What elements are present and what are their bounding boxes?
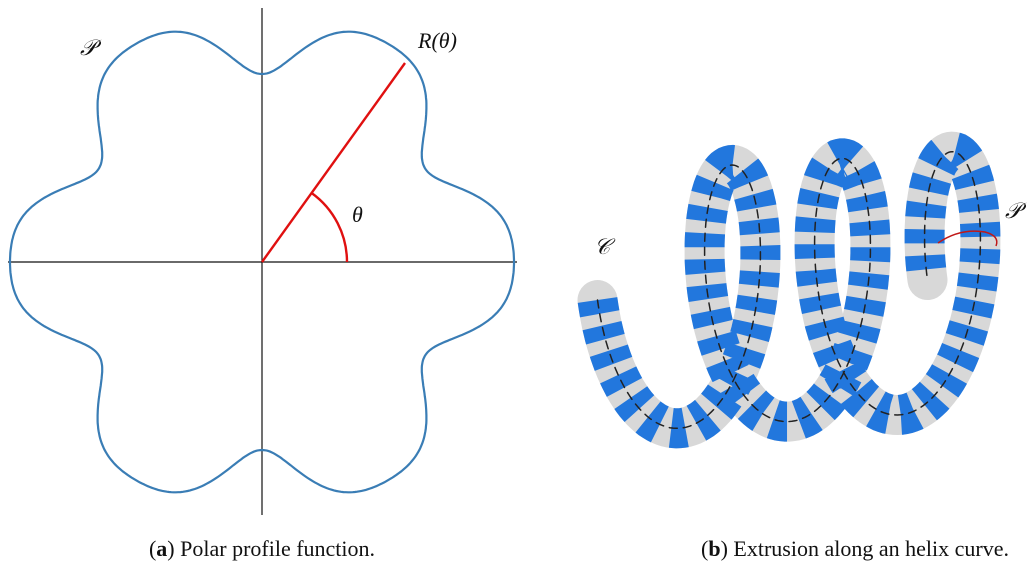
figure: 𝒫 R(θ) θ (a) Polar profile function. 𝒞 𝒫…: [0, 0, 1028, 570]
curve-label: 𝒞: [594, 234, 616, 259]
page: 𝒫 R(θ) θ (a) Polar profile function. 𝒞 𝒫…: [0, 0, 1028, 570]
radius-label: R(θ): [417, 28, 457, 53]
caption-letter: b: [708, 536, 720, 561]
caption-text: Polar profile function.: [180, 536, 375, 561]
helix-tube: [598, 152, 981, 429]
profile-label-b: 𝒫: [1005, 198, 1027, 223]
caption-letter: a: [156, 536, 167, 561]
angle-label: θ: [352, 202, 363, 227]
profile-label: 𝒫: [80, 35, 102, 60]
panel-a: 𝒫 R(θ) θ (a) Polar profile function.: [8, 8, 517, 561]
caption-a: (a) Polar profile function.: [149, 536, 375, 561]
angle-arc: [312, 193, 347, 262]
radius-line: [262, 63, 405, 262]
caption-b: (b) Extrusion along an helix curve.: [701, 536, 1009, 561]
caption-text: Extrusion along an helix curve.: [733, 536, 1009, 561]
panel-b: 𝒞 𝒫 (b) Extrusion along an helix curve.: [594, 152, 1027, 561]
